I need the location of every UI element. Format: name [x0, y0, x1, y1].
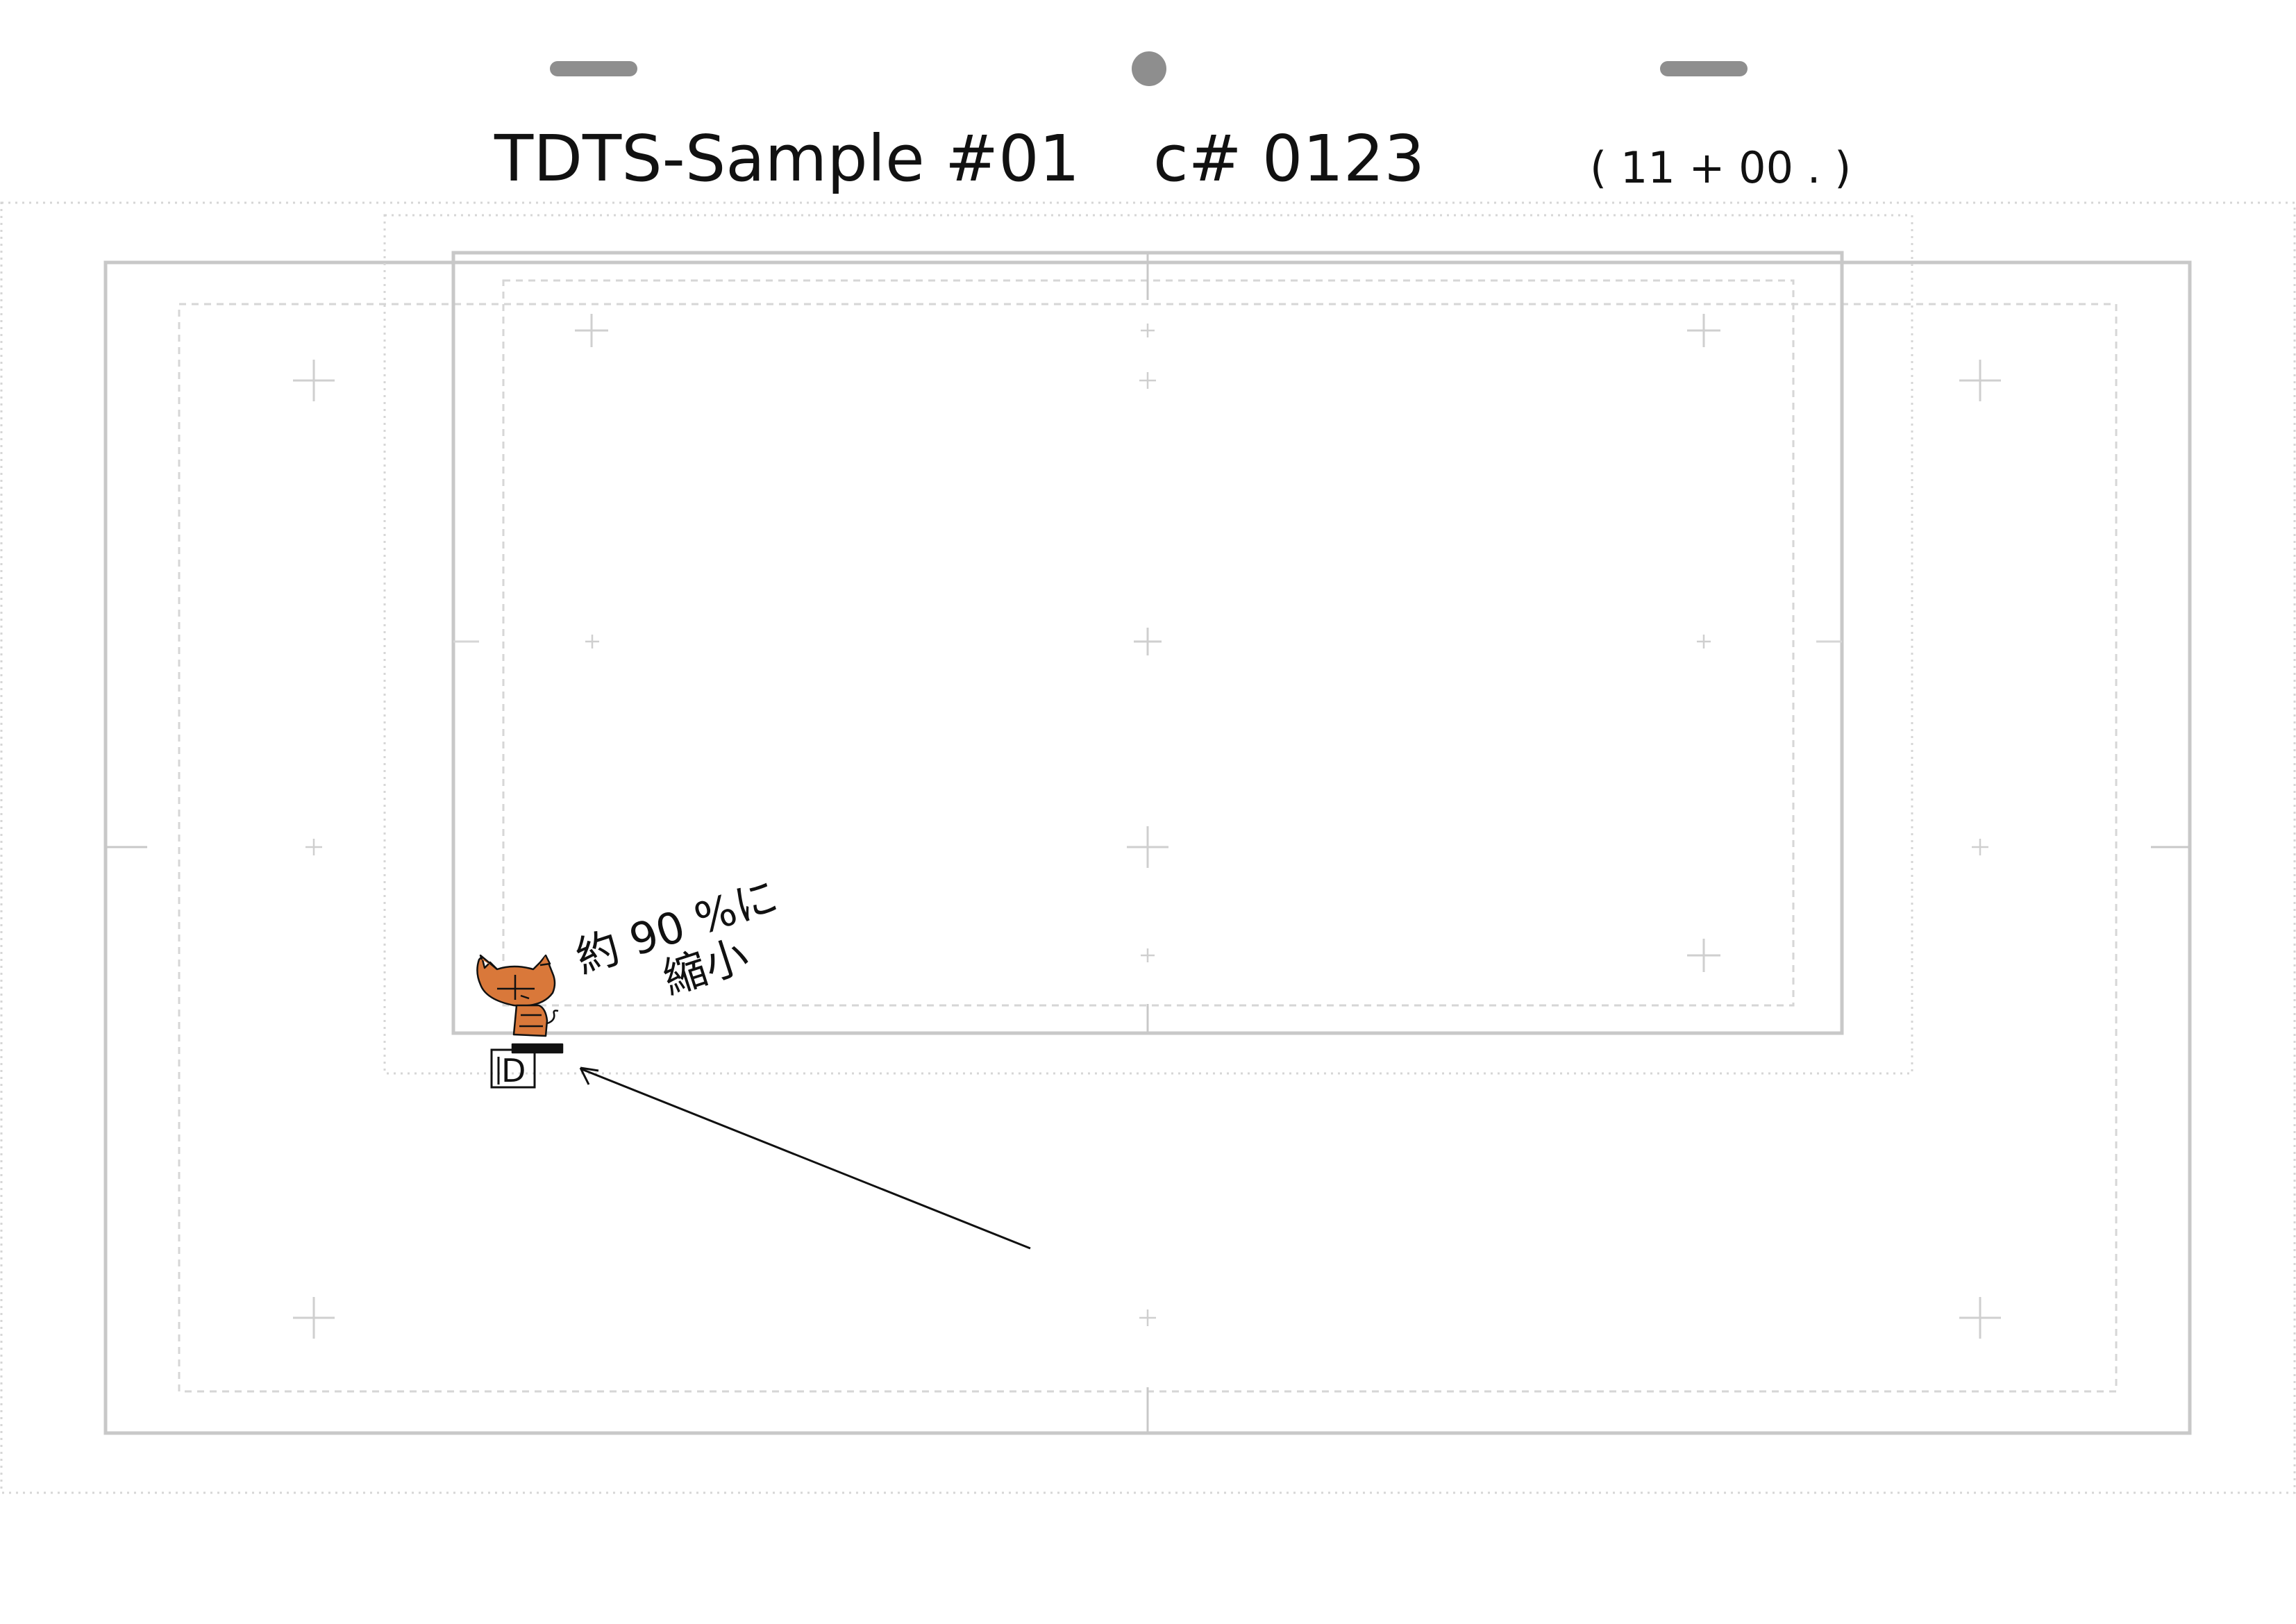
- small-cross-mark: [1139, 372, 1156, 389]
- small-cross-mark: [1141, 948, 1155, 962]
- cross-mark: [1959, 360, 2001, 401]
- cross-mark: [293, 360, 335, 401]
- registration-crosses: [293, 314, 2001, 1339]
- cross-mark: [1959, 1297, 2001, 1339]
- cross-mark: [1687, 314, 1720, 347]
- small-cross-mark: [1972, 839, 1988, 855]
- marker-d-label: D: [501, 1052, 526, 1089]
- sample-title: TDTS-Sample #01: [494, 122, 1080, 196]
- small-cross-mark: [1141, 324, 1155, 337]
- small-cross-mark: [1139, 1309, 1156, 1326]
- cat-sketch-icon: [476, 954, 564, 1054]
- marker-d-box: [490, 1048, 536, 1089]
- cross-mark: [1127, 826, 1168, 868]
- center-peg-hole: [1132, 51, 1166, 86]
- cross-mark: [575, 314, 608, 347]
- small-registration-crosses: [305, 324, 1988, 1326]
- arrow-icon: [579, 1066, 1031, 1250]
- duration-label: ( 11 + 00 . ): [1590, 142, 1852, 193]
- small-cross-mark: [585, 635, 599, 648]
- cross-mark: [1134, 628, 1162, 655]
- small-cross-mark: [1697, 635, 1711, 648]
- outer-dotted-boundary: [0, 201, 2296, 1494]
- left-peg-slot: [550, 61, 637, 76]
- small-safe-area: [502, 279, 1795, 1007]
- cross-mark: [1687, 939, 1720, 972]
- inner-dotted-boundary: [383, 214, 1913, 1075]
- small-cross-mark: [305, 839, 322, 855]
- cross-mark: [293, 1297, 335, 1339]
- right-peg-slot: [1660, 61, 1748, 76]
- cut-number: c# 0123: [1153, 122, 1425, 196]
